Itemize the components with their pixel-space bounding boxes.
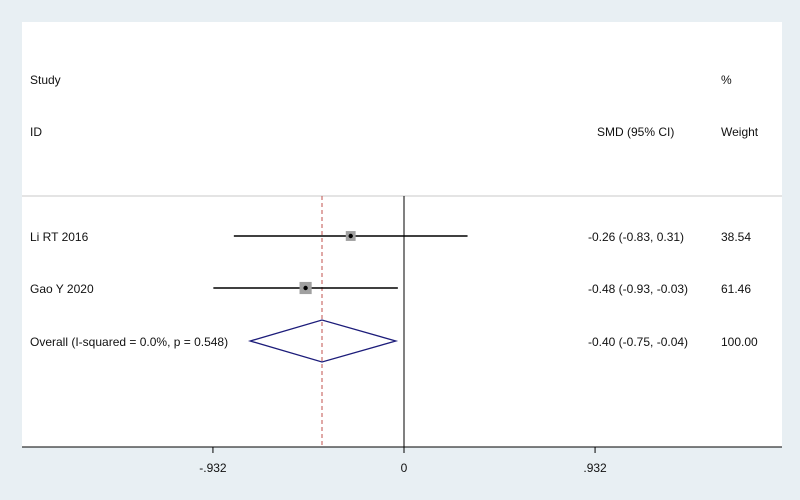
overall-diamond [247, 319, 399, 363]
point-estimate [303, 285, 308, 291]
overall-ci-text: -0.40 (-0.75, -0.04) [588, 335, 688, 349]
study-weight: 38.54 [721, 230, 751, 244]
plot-panel [22, 22, 782, 447]
x-tick-label: -.932 [199, 461, 227, 475]
study-label: Li RT 2016 [30, 230, 89, 244]
x-tick-label: 0 [401, 461, 408, 475]
overall-label: Overall (I-squared = 0.0%, p = 0.548) [30, 335, 228, 349]
header-weight-pct: % [721, 73, 732, 87]
header-study: Study [30, 73, 61, 87]
header-id: ID [30, 125, 42, 139]
point-estimate [348, 233, 353, 239]
study-weight: 61.46 [721, 282, 751, 296]
study-ci-text: -0.26 (-0.83, 0.31) [588, 230, 684, 244]
x-tick-label: .932 [583, 461, 607, 475]
header-effect: SMD (95% CI) [597, 125, 674, 139]
header-weight: Weight [721, 125, 759, 139]
study-label: Gao Y 2020 [30, 282, 94, 296]
overall-weight: 100.00 [721, 335, 758, 349]
study-ci-text: -0.48 (-0.93, -0.03) [588, 282, 688, 296]
